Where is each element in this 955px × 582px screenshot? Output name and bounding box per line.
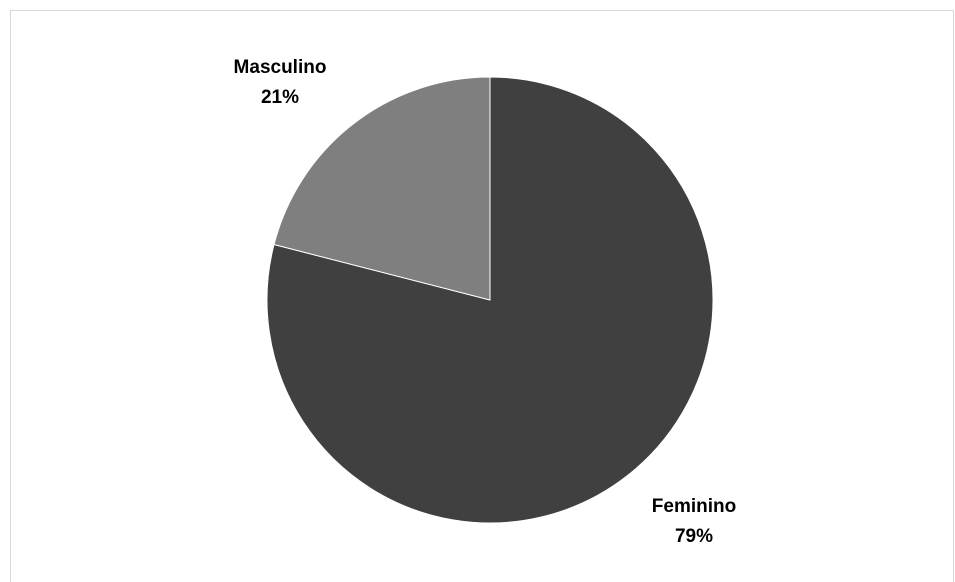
slice-label-masculino: Masculino (234, 57, 327, 78)
slice-value-masculino: 21% (261, 87, 299, 108)
pie-slices (266, 76, 714, 524)
pie-labels: Feminino 79% Masculino 21% (234, 57, 737, 547)
slice-value-feminino: 79% (675, 526, 713, 547)
pie-slice-masculino (273, 76, 491, 301)
slice-label-feminino: Feminino (652, 496, 736, 517)
